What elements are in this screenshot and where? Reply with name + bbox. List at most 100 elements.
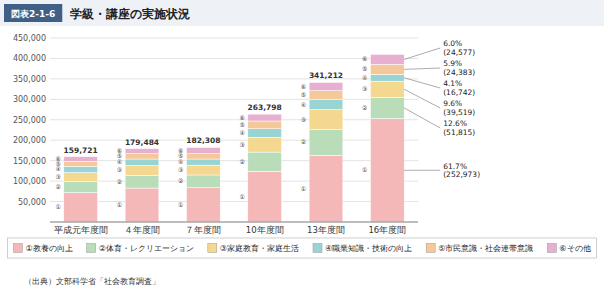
legend-entry: ⑤市民意識・社会連帯意識 (438, 244, 533, 253)
bar-segment (248, 114, 282, 121)
segment-number: ⑤ (239, 121, 244, 128)
legend-swatch (87, 244, 96, 253)
segment-number: ⑤ (362, 65, 367, 72)
bar-segment (248, 121, 282, 129)
bar-segment (370, 97, 404, 118)
bar-segment (309, 91, 343, 100)
legend-entry: ⑥その他 (559, 244, 590, 253)
bar-segment (64, 182, 98, 193)
segment-number: ② (178, 177, 183, 184)
grid-line (50, 201, 418, 202)
bar-segment (64, 161, 98, 166)
bar-segment (248, 152, 282, 171)
total-label: 179,484 (125, 138, 159, 147)
x-tick-label: 10年度間 (246, 225, 284, 235)
x-tick-label: ４年度間 (124, 225, 160, 235)
segment-number: ⑥ (301, 83, 306, 90)
bar-segment (370, 64, 404, 74)
bar-segment (186, 147, 220, 153)
bar-segment (186, 175, 220, 188)
annotation-line: (24,577) (443, 48, 475, 57)
y-tick-label: 150,000 (13, 157, 46, 166)
segment-number: ① (178, 201, 183, 208)
total-label: 159,721 (64, 146, 98, 155)
bar-segment (309, 110, 343, 130)
annotation-line: (24,383) (443, 68, 475, 77)
segment-number: ⑥ (55, 155, 60, 162)
x-tick-label: ７年度間 (185, 225, 221, 235)
y-axis: 50,000100,000150,000200,000250,000300,00… (13, 34, 46, 207)
segment-number: ③ (178, 166, 183, 173)
segment-number: ③ (55, 173, 60, 180)
segment-number: ③ (362, 85, 367, 92)
bar-segment (309, 82, 343, 90)
annotation-leader (404, 170, 440, 171)
legend-entry: ④職業知識・技術の向上 (325, 244, 412, 253)
figure-label: 図表2-1-6 (11, 9, 55, 19)
grid-line (50, 160, 418, 161)
segment-number: ① (301, 185, 306, 192)
header-band (0, 0, 604, 26)
total-label: 341,212 (309, 71, 343, 80)
bar-segment (309, 130, 343, 156)
x-axis-line (50, 222, 418, 223)
bar-segment (248, 137, 282, 152)
segment-number: ③ (117, 166, 122, 173)
legend: ①教養の向上②体育・レクリエーション③家庭教育・家庭生活④職業知識・技術の向上⑤… (7, 238, 596, 258)
header: 図表2-1-6 学級・講座の実施状況 (0, 0, 604, 26)
bar-segment (64, 173, 98, 182)
x-axis: 平成元年度間４年度間７年度間10年度間13年度間16年度間 (54, 225, 407, 235)
annotation: 61.7%(252,973) (443, 162, 480, 180)
bar-segment (248, 129, 282, 138)
bar-segment (125, 166, 159, 176)
segment-labels: ①②③④⑤⑥①②③④⑤⑥①②③④⑤⑥①②③④⑤⑥①②③④⑤⑥①②③④⑤⑥ (55, 55, 367, 210)
bar-segment (186, 159, 220, 165)
grid-line (50, 119, 418, 120)
y-tick-label: 300,000 (13, 95, 46, 104)
annotation: 12.6%(51,815) (443, 119, 475, 137)
legend-border (7, 238, 596, 258)
segment-number: ⑤ (301, 91, 306, 98)
bar-segment (125, 159, 159, 166)
bar-segment (309, 155, 343, 222)
grid (50, 38, 418, 222)
legend-entry: ③家庭教育・家庭生活 (220, 244, 299, 253)
annotation-line: (16,742) (443, 88, 475, 97)
annotation-leader (404, 108, 440, 128)
bar-segment (64, 157, 98, 162)
bar-segment (125, 188, 159, 222)
title: 学級・講座の実施状況 (70, 7, 190, 21)
legend-swatch (313, 244, 322, 253)
legend-swatch (547, 244, 556, 253)
bar-segment (370, 74, 404, 81)
segment-number: ⑥ (362, 55, 367, 62)
segment-number: ② (301, 138, 306, 145)
annotation-leader (404, 78, 440, 88)
segment-number: ⑥ (178, 147, 183, 154)
legend-swatch (426, 244, 435, 253)
grid-line (50, 140, 418, 141)
annotation: 5.9%(24,383) (443, 59, 475, 77)
segment-number: ① (362, 166, 367, 173)
segment-number: ② (55, 183, 60, 190)
legend-swatch (13, 244, 22, 253)
y-tick-label: 350,000 (13, 75, 46, 84)
segment-number: ③ (301, 116, 306, 123)
segment-number: ⑥ (239, 114, 244, 121)
bar-segment (248, 171, 282, 222)
segment-number: ② (239, 158, 244, 165)
annotation-line: (51,815) (443, 128, 475, 137)
legend-entry: ②体育・レクリエーション (99, 244, 194, 253)
x-tick-label: 13年度間 (307, 225, 345, 235)
total-labels: 159,721179,484182,308263,798341,212 (64, 71, 344, 154)
bar-segment (64, 193, 98, 222)
grid-line (50, 38, 418, 39)
y-tick-label: 50,000 (18, 198, 46, 207)
y-tick-label: 200,000 (13, 136, 46, 145)
grid-line (50, 181, 418, 182)
segment-number: ③ (239, 141, 244, 148)
figure-label-box (4, 4, 62, 22)
source: （出典）文部科学省「社会教育調査」 (24, 277, 160, 286)
segment-number: ④ (239, 129, 244, 136)
bar-segment (64, 166, 98, 172)
